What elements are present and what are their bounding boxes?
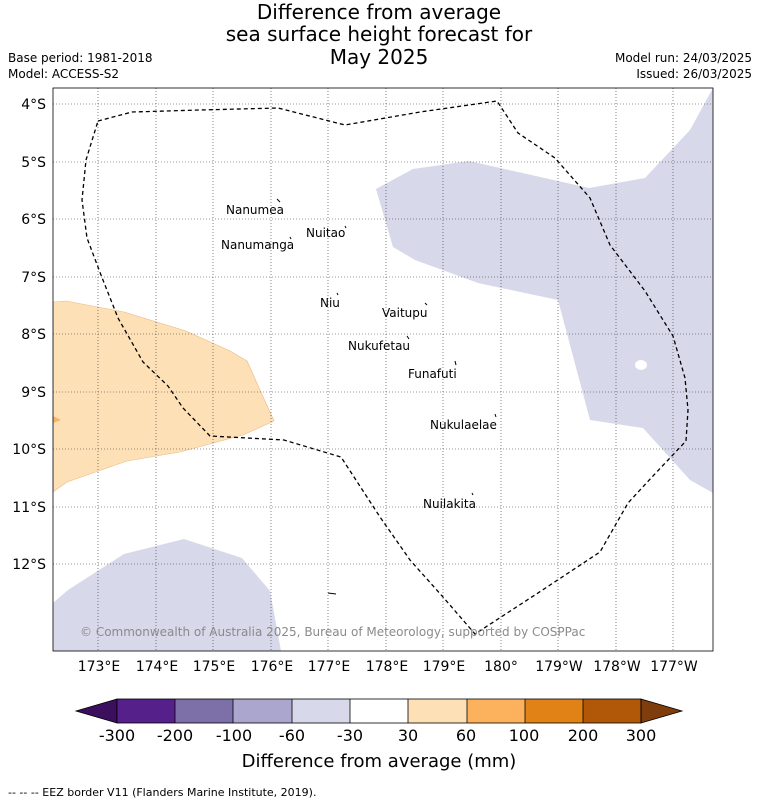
positive-anomaly-region-west (53, 300, 275, 493)
colorbar-tick-label: 60 (456, 726, 476, 745)
place-label-funafuti: Funafuti (408, 367, 457, 381)
negative-anomaly-region-east (376, 88, 713, 493)
positive-anomaly-spot (53, 416, 61, 423)
colorbar-tick-labels: -300 -200 -100 -60 -30 30 60 100 200 300 (99, 726, 656, 745)
colorbar-segment (233, 699, 292, 723)
lon-label: 176°E (251, 659, 294, 675)
lon-label: 180° (484, 659, 518, 675)
model-text: Model: ACCESS-S2 (8, 67, 120, 81)
islands (276, 198, 497, 595)
colorbar-tick-label: -100 (216, 726, 252, 745)
colorbar-tick-label: 200 (568, 726, 599, 745)
lat-label: 7°S (21, 270, 46, 286)
lon-label: 175°E (193, 659, 236, 675)
colorbar-title: Difference from average (mm) (242, 751, 517, 772)
lon-label: 178°E (366, 659, 409, 675)
island-niu (336, 292, 339, 296)
lon-label: 178°W (593, 659, 641, 675)
colorbar-segment (583, 699, 641, 723)
lon-label: 174°E (136, 659, 179, 675)
place-label-nuitao: Nuitao (306, 226, 345, 240)
colorbar-tick-label: -300 (99, 726, 135, 745)
colorbar-tick-label: 30 (398, 726, 418, 745)
lat-label: 8°S (21, 327, 46, 343)
place-label-nanumea: Nanumea (226, 203, 284, 217)
island-nanumanga (289, 236, 292, 240)
lon-label: 179°E (423, 659, 466, 675)
colorbar-dividers (174, 699, 584, 723)
island-nanumea (276, 198, 281, 203)
colorbar-tick-label: -30 (337, 726, 363, 745)
latitude-labels: 4°S 5°S 6°S 7°S 8°S 9°S 10°S 11°S 12°S (12, 97, 46, 573)
lon-label: 177°W (650, 659, 698, 675)
colorbar-tick-label: -200 (157, 726, 193, 745)
place-label-nukulaelae: Nukulaelae (430, 418, 497, 432)
lat-label: 12°S (12, 557, 46, 573)
island-funafuti (454, 360, 457, 366)
lon-label: 173°E (78, 659, 121, 675)
base-period-text: Base period: 1981-2018 (8, 51, 153, 65)
colorbar-extend-high (640, 698, 684, 724)
map-title-line-2: sea surface height forecast for (225, 22, 533, 46)
colorbar-segment (467, 699, 525, 723)
colorbar-extend-low (74, 698, 118, 724)
lat-label: 4°S (21, 97, 46, 113)
place-label-nuilakita: Nuilakita (423, 497, 476, 511)
eez-border (81, 100, 689, 635)
colorbar-segment (292, 699, 350, 723)
anomaly-hole (635, 360, 647, 370)
lat-label: 5°S (21, 155, 46, 171)
island-nuitao (344, 225, 347, 229)
colorbar-segment (175, 699, 233, 723)
lat-label: 9°S (21, 385, 46, 401)
colorbar-frame (116, 698, 642, 724)
gridlines (53, 88, 713, 651)
colorbar-tick-label: -60 (279, 726, 305, 745)
colorbar-tick-label: 300 (626, 726, 657, 745)
lon-label: 179°W (535, 659, 583, 675)
lat-label: 10°S (12, 442, 46, 458)
issued-text: Issued: 26/03/2025 (636, 67, 752, 81)
island-nukulaelae (494, 413, 497, 418)
colorbar-segment (525, 699, 583, 723)
island-reef (327, 592, 337, 595)
island-nuilakita (471, 492, 474, 496)
negative-anomaly-region-southwest (53, 539, 281, 651)
colorbar (74, 698, 684, 724)
colorbar-segment (117, 699, 175, 723)
eez-footnote: -- -- -- EEZ border V11 (Flanders Marine… (8, 786, 317, 799)
island-nukufetau (406, 335, 410, 340)
map-title-line-3: May 2025 (329, 45, 429, 69)
map-title-line-1: Difference from average (256, 0, 502, 24)
longitude-labels: 173°E 174°E 175°E 176°E 177°E 178°E 179°… (78, 659, 698, 675)
colorbar-tick-label: 100 (509, 726, 540, 745)
place-label-vaitupu: Vaitupu (382, 306, 428, 320)
map-frame (52, 87, 714, 652)
island-vaitupu (424, 302, 428, 306)
colorbar-segment (408, 699, 467, 723)
lon-label: 177°E (308, 659, 351, 675)
place-label-nukufetau: Nukufetau (348, 339, 410, 353)
lat-label: 11°S (12, 500, 46, 516)
place-label-niu: Niu (320, 296, 340, 310)
model-run-text: Model run: 24/03/2025 (614, 51, 752, 65)
copyright-text: © Commonwealth of Australia 2025, Bureau… (80, 625, 585, 639)
place-label-nanumanga: Nanumanga (221, 238, 294, 252)
lat-label: 6°S (21, 212, 46, 228)
anomaly-map-area (53, 88, 713, 651)
colorbar-segment (350, 699, 408, 723)
